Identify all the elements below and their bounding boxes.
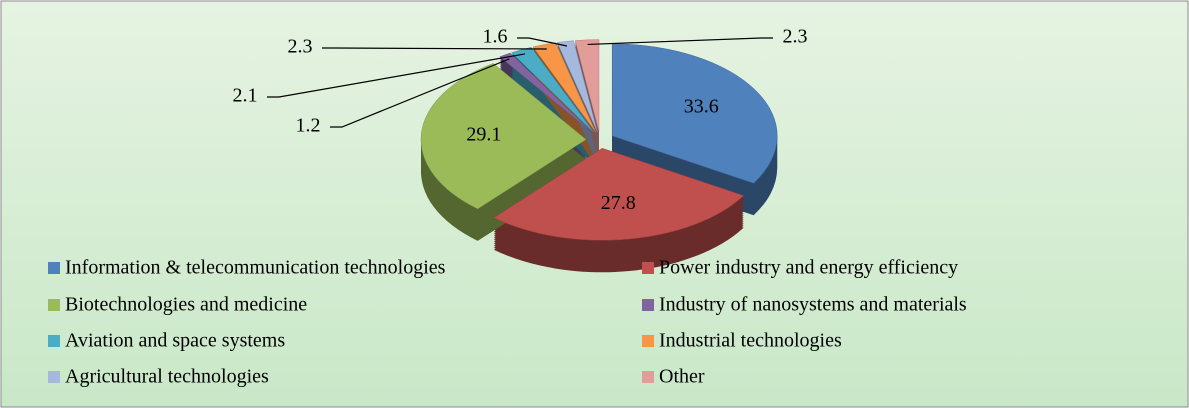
slice — [611, 43, 778, 184]
legend-swatch — [642, 371, 654, 383]
leader-line — [517, 37, 568, 47]
legend-label: Biotechnologies and medicine — [65, 294, 307, 316]
data-label: 2.3 — [783, 26, 808, 48]
legend-swatch — [48, 371, 60, 383]
legend-label: Information & telecommunication technolo… — [65, 257, 446, 279]
slice — [556, 40, 598, 132]
slice — [511, 47, 595, 133]
slice — [493, 148, 745, 241]
legend-swatch — [48, 262, 60, 274]
legend-swatch — [642, 262, 654, 274]
data-label: 1.2 — [296, 115, 321, 137]
legend-label: Power industry and energy efficiency — [659, 257, 958, 279]
legend-label: Industrial technologies — [659, 330, 842, 352]
slice — [499, 52, 593, 134]
leader-line — [322, 47, 547, 50]
data-label: 2.3 — [288, 36, 313, 58]
slice — [532, 42, 596, 133]
leader-line — [587, 37, 773, 46]
legend-swatch — [642, 299, 654, 311]
legend-swatch — [642, 335, 654, 347]
legend-label: Agricultural technologies — [65, 366, 269, 388]
legend-label: Aviation and space systems — [65, 330, 285, 352]
data-label: 29.1 — [466, 124, 501, 146]
leader-line — [330, 58, 510, 128]
data-label: 33.6 — [684, 95, 719, 117]
data-label: 1.6 — [483, 26, 508, 48]
leader-line — [267, 53, 525, 98]
legend-swatch — [48, 299, 60, 311]
data-label: 2.1 — [233, 85, 258, 107]
slice — [574, 39, 600, 132]
legend-label: Industry of nanosystems and materials — [659, 294, 967, 316]
legend-label: Other — [659, 366, 705, 388]
data-label: 27.8 — [601, 192, 636, 214]
legend-swatch — [48, 335, 60, 347]
